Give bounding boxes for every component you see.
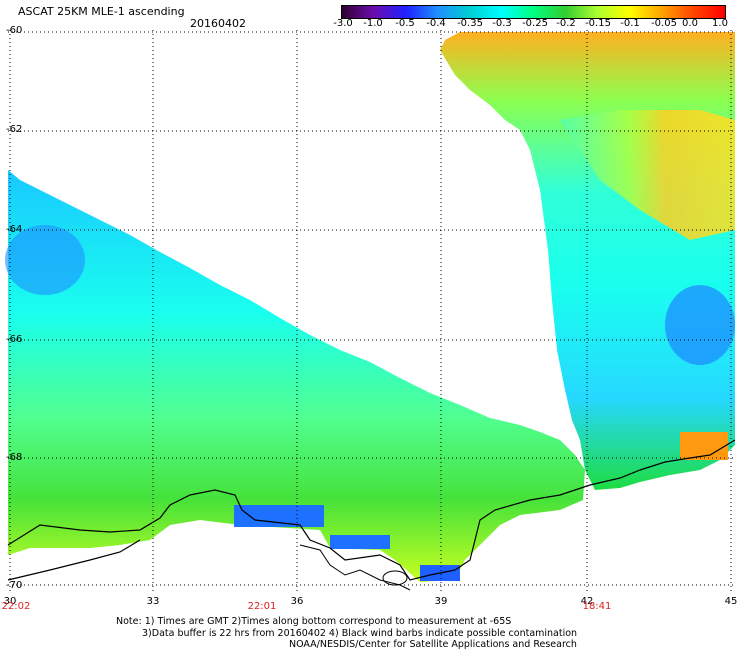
lat-label: -64 xyxy=(6,224,23,235)
coastline xyxy=(7,539,141,581)
colorbar-label: -0.05 xyxy=(651,18,677,29)
lat-label: -62 xyxy=(6,124,23,135)
colorbar-label: -0.1 xyxy=(620,18,640,29)
coast-low-strip xyxy=(330,535,390,549)
lat-label: -68 xyxy=(6,452,23,463)
colorbar-label: -3.0 xyxy=(333,18,353,29)
colorbar-label: 0.0 xyxy=(682,18,698,29)
colorbar-label: -1.0 xyxy=(363,18,383,29)
colorbar-gradient xyxy=(342,6,725,18)
product-title: ASCAT 25KM MLE-1 ascending xyxy=(18,5,185,18)
east-low-region xyxy=(665,285,735,365)
lon-label: 30 xyxy=(3,596,17,607)
time-label: 18:41 xyxy=(582,601,612,612)
lon-label: 33 xyxy=(146,596,160,607)
coastline xyxy=(299,544,411,591)
lon-label: 42 xyxy=(580,596,594,607)
lat-label: -70 xyxy=(6,580,23,591)
note-line: Note: 1) Times are GMT 2)Times along bot… xyxy=(116,616,512,627)
colorbar-label: -0.3 xyxy=(492,18,512,29)
colorbar xyxy=(341,5,726,19)
colorbar-label: -0.4 xyxy=(426,18,446,29)
lon-label: 36 xyxy=(290,596,304,607)
note-line: NOAA/NESDIS/Center for Satellite Applica… xyxy=(289,639,577,650)
colorbar-label: -0.5 xyxy=(395,18,415,29)
west-low-region xyxy=(5,225,85,295)
colorbar-label: -0.35 xyxy=(457,18,483,29)
lat-label: -66 xyxy=(6,334,23,345)
colorbar-label: 1.0 xyxy=(712,18,728,29)
product-date: 20160402 xyxy=(190,17,246,30)
lon-label: 39 xyxy=(434,596,448,607)
coast-low-strip xyxy=(234,505,324,527)
east-warm-region xyxy=(560,110,735,240)
lon-label: 45 xyxy=(724,596,738,607)
colorbar-label: -0.2 xyxy=(556,18,576,29)
island-outline xyxy=(382,570,408,586)
colorbar-label: -0.25 xyxy=(522,18,548,29)
note-line: 3)Data buffer is 22 hrs from 20160402 4)… xyxy=(142,628,578,639)
lat-label: -60 xyxy=(6,25,23,36)
time-label: 22:01 xyxy=(247,601,277,612)
time-label: 22:02 xyxy=(1,601,31,612)
colorbar-label: -0.15 xyxy=(585,18,611,29)
coastline xyxy=(7,439,736,581)
